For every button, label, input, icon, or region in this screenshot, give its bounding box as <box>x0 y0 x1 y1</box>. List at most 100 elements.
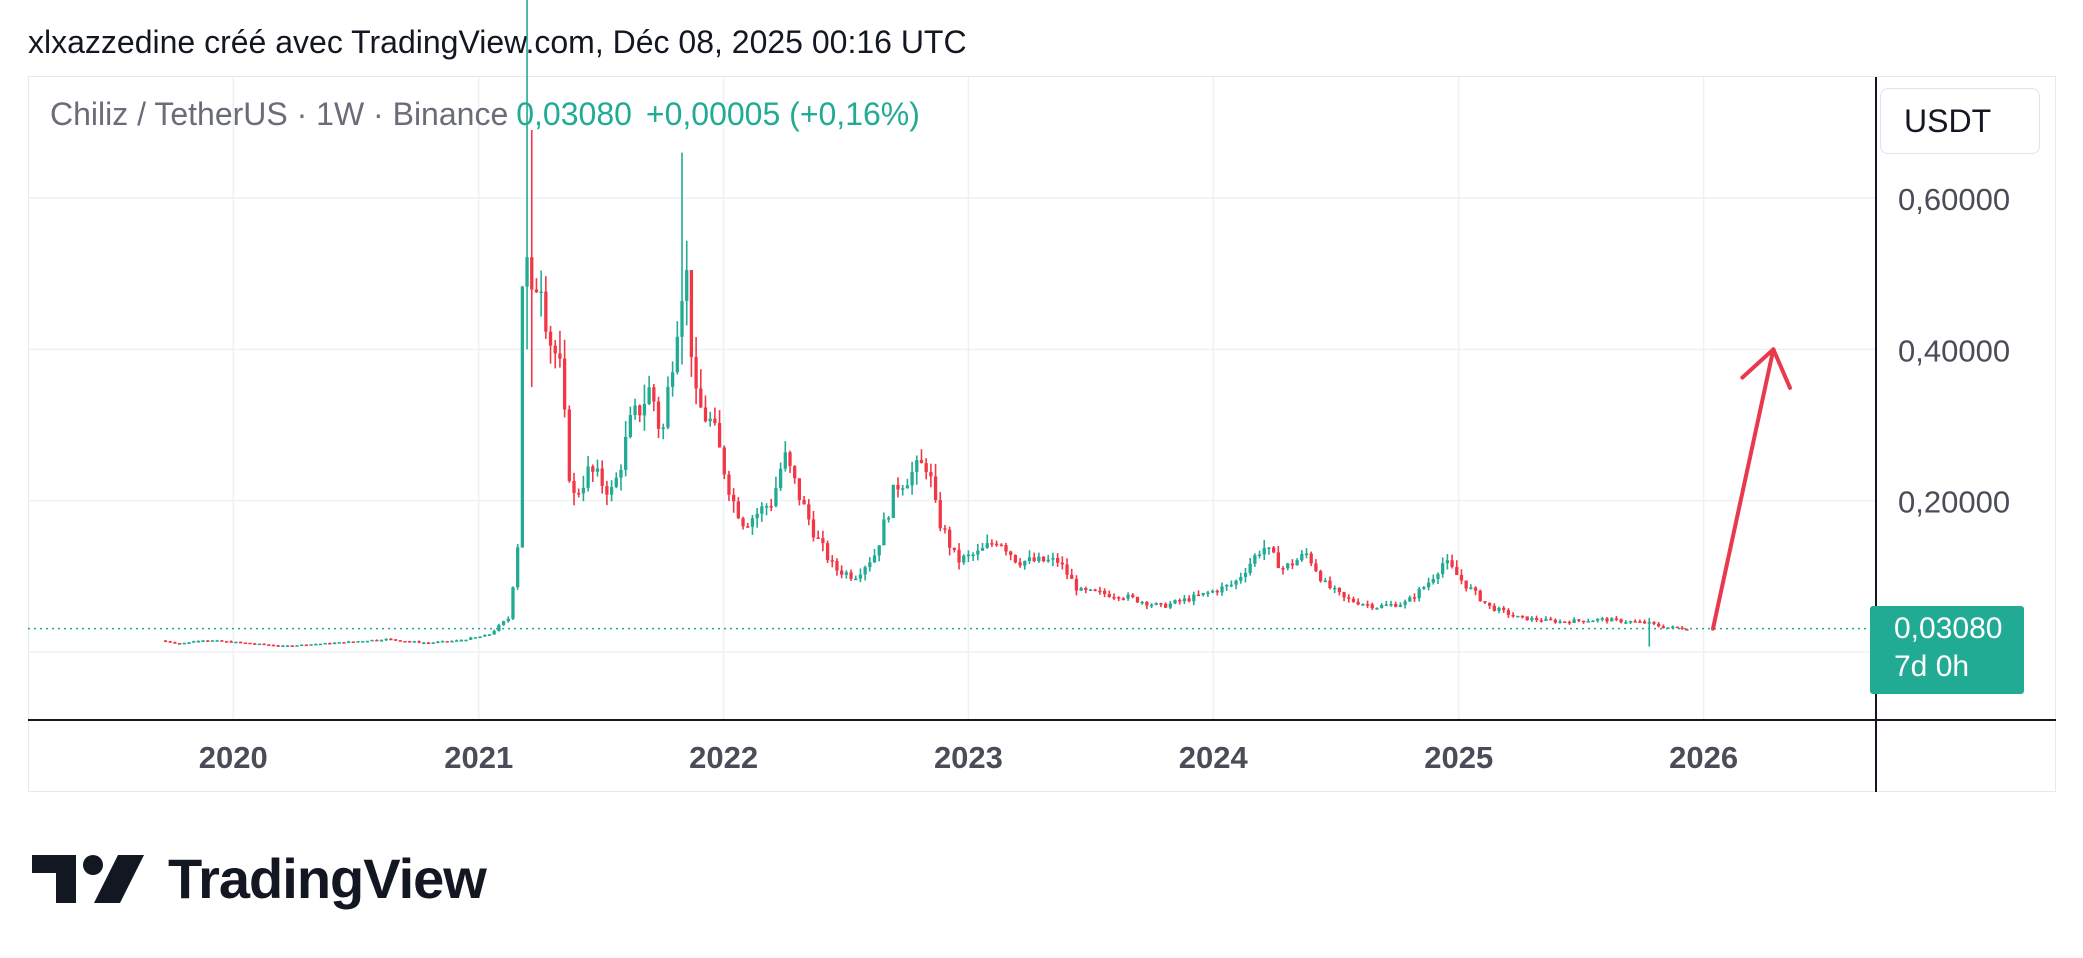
candle-body-up <box>440 641 445 643</box>
candle-body-down <box>1581 620 1586 623</box>
candle-body-down <box>548 331 553 346</box>
candle-body-down <box>1525 616 1529 621</box>
candle-body-down <box>952 547 956 550</box>
candle-body-up <box>614 477 618 488</box>
candle-body-up <box>675 336 679 373</box>
candle-body-up <box>1600 618 1604 620</box>
candle-body-down <box>248 642 252 645</box>
candle-body-up <box>1610 618 1614 622</box>
candle-body-down <box>1473 587 1478 591</box>
candle-body-down <box>262 643 266 646</box>
candle-body-down <box>656 401 661 429</box>
candle-body-down <box>267 644 271 646</box>
candle-body-up <box>1671 626 1675 629</box>
candle-body-up <box>750 518 755 527</box>
candle-body-up <box>506 618 510 622</box>
forecast-arrow <box>1711 347 1776 631</box>
candle-body-up <box>1239 576 1243 581</box>
candle-body-up <box>1379 605 1384 608</box>
candle-body-down <box>1459 574 1464 581</box>
candle-body-down <box>938 500 942 529</box>
candle-body-up <box>356 641 360 643</box>
candle-body-down <box>1032 557 1036 562</box>
candle-body-down <box>1117 597 1121 599</box>
candle-body-up <box>473 637 478 639</box>
candle-body-down <box>591 466 595 472</box>
candle-body-up <box>783 452 787 469</box>
candle-body-up <box>976 550 980 555</box>
candle-body-down <box>1074 578 1079 591</box>
tradingview-logo[interactable]: TradingView <box>32 846 487 911</box>
candle-body-down <box>840 570 844 575</box>
candle-body-up <box>1051 557 1055 560</box>
candle-body-up <box>459 640 463 642</box>
y-tick-label: 0,40000 <box>1898 333 2010 368</box>
candle-body-up <box>1666 627 1670 629</box>
candle-body-up <box>1647 622 1651 624</box>
candle-body-down <box>229 641 233 643</box>
candle-body-down <box>1065 564 1069 575</box>
candle-body-up <box>1544 618 1548 621</box>
candle-body-down <box>999 544 1003 547</box>
candle-body-up <box>1079 588 1083 591</box>
candle-body-up <box>1445 560 1450 564</box>
candle-body-down <box>1633 621 1637 623</box>
candle-body-up <box>539 291 543 294</box>
candle-body-down <box>1549 618 1553 621</box>
tradingview-logo-icon <box>32 854 144 903</box>
candle-body-up <box>450 640 454 643</box>
candle-body-up <box>1023 561 1027 566</box>
candle-body-up <box>910 472 914 486</box>
candle-body-up <box>1201 592 1205 595</box>
candle-body-up <box>633 405 637 416</box>
candle-body-up <box>1300 553 1304 561</box>
candle-body-down <box>793 466 797 479</box>
candle-body-down <box>1605 618 1609 622</box>
candle-body-up <box>1530 617 1534 621</box>
candle-body-down <box>652 387 656 402</box>
candle-body-down <box>445 641 449 643</box>
candle-body-down <box>1394 603 1398 607</box>
candle-body-up <box>431 642 435 644</box>
candle-body-down <box>1511 614 1515 617</box>
candle-body-up <box>1304 553 1309 555</box>
candle-body-up <box>492 630 496 635</box>
candle-body-down <box>1145 601 1149 606</box>
candle-body-up <box>1248 563 1252 573</box>
candle-body-down <box>553 345 557 354</box>
candle-body-up <box>966 554 971 557</box>
candle-body-up <box>764 506 769 508</box>
candles-layer <box>163 0 1689 648</box>
candle-body-up <box>915 460 919 473</box>
candle-body-down <box>807 504 811 520</box>
candle-body-up <box>1384 604 1388 607</box>
candle-body-down <box>558 353 562 359</box>
candle-body-up <box>1497 607 1501 611</box>
candle-body-up <box>436 641 440 644</box>
candle-body-down <box>168 641 172 643</box>
candle-body-up <box>361 641 365 643</box>
candle-body-up <box>520 286 525 548</box>
candle-body-down <box>741 518 745 527</box>
candle-body-down <box>830 560 834 562</box>
candle-body-down <box>825 543 830 561</box>
candle-body-down <box>224 641 229 643</box>
candle-body-down <box>393 639 398 641</box>
candle-body-down <box>919 460 924 464</box>
candle-body-down <box>1102 590 1107 594</box>
candle-body-up <box>346 641 351 643</box>
candle-body-up <box>384 638 388 641</box>
candle-body-down <box>1314 563 1318 572</box>
candle-body-up <box>1558 621 1562 623</box>
candle-body-down <box>304 644 309 647</box>
candle-body-up <box>1516 615 1520 618</box>
candle-body-up <box>882 519 886 546</box>
candle-body-up <box>1323 580 1327 583</box>
candle-body-up <box>1469 587 1473 589</box>
candle-body-down <box>1004 545 1008 552</box>
currency-selector[interactable]: USDT <box>1880 88 2040 154</box>
candle-body-up <box>1426 582 1431 588</box>
candle-body-down <box>1619 619 1623 623</box>
candle-body-down <box>1539 620 1543 622</box>
